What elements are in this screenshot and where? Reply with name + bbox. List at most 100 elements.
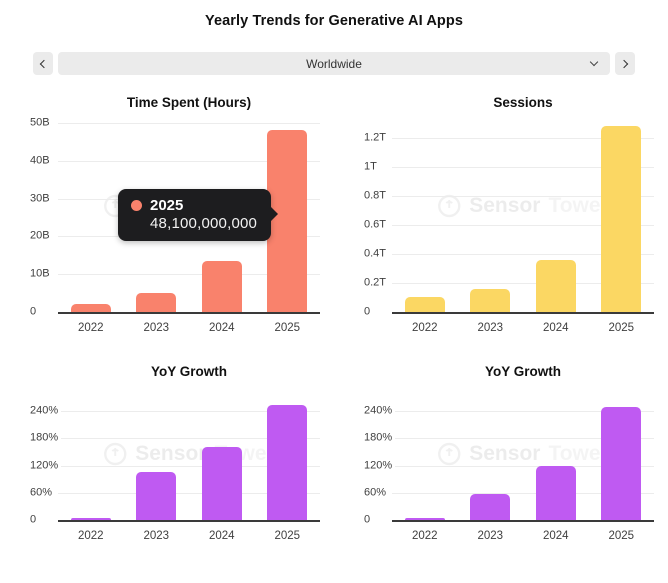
y-axis-label: 0 (30, 513, 40, 527)
y-axis-label: 20B (30, 229, 53, 243)
tooltip-category: 2025 (150, 197, 184, 214)
bar-2024[interactable] (201, 261, 242, 312)
sessions-plot: Sensor Tower 0 0.2T 0.4T 0.6T 0.8T 1T 1.2T (364, 123, 654, 319)
page-title: Yearly Trends for Generative AI Apps (205, 13, 463, 29)
y-axis-label: 0 (364, 513, 374, 527)
time-spent-plot: Sensor Tower 2025 48,100,000,000 010B20B… (30, 116, 320, 319)
y-axis-label: 50B (30, 116, 53, 130)
bar-2024[interactable] (535, 466, 576, 520)
x-axis-label: 2023 (143, 530, 170, 542)
gridline (392, 195, 654, 197)
yoy-growth-plot: Sensor Tower 0 60% 120% 180% 240% (364, 402, 654, 527)
tooltip-arrow (270, 206, 279, 222)
charts-grid: Time Spent (Hours) Sensor Tower 2025 48,… (0, 95, 668, 544)
next-button[interactable] (615, 52, 635, 75)
y-axis-label: 240% (30, 404, 62, 418)
gridline (392, 224, 654, 226)
gridline (392, 465, 654, 467)
gridline (58, 160, 320, 162)
x-axis: 2022 2023 2024 2025 (58, 320, 320, 336)
bar-2023[interactable] (470, 289, 511, 312)
tooltip-series-dot (131, 200, 142, 211)
region-selector-value: Worldwide (306, 56, 362, 71)
bar-2022[interactable] (70, 304, 111, 312)
x-axis-label: 2022 (77, 322, 104, 334)
x-axis-label: 2025 (608, 322, 635, 334)
x-axis-label: 2024 (542, 322, 569, 334)
bar-2022[interactable] (404, 297, 445, 312)
x-axis: 2022 2023 2024 2025 (58, 528, 320, 544)
bar-2024[interactable] (201, 447, 242, 520)
gridline (58, 411, 320, 413)
y-axis-label: 180% (364, 431, 396, 445)
y-axis-label: 0 (30, 305, 40, 319)
bar-2025[interactable] (267, 405, 308, 520)
y-axis-label: 240% (364, 404, 396, 418)
x-axis-label: 2022 (411, 530, 438, 542)
y-axis-label: 0 (364, 305, 374, 319)
x-axis: 2022 2023 2024 2025 (392, 320, 654, 336)
gridline (58, 438, 320, 440)
y-axis-label: 10B (30, 267, 53, 281)
gridline (392, 137, 654, 139)
chart-title: YoY Growth (150, 364, 227, 379)
x-axis-label: 2023 (143, 322, 170, 334)
gridline (392, 411, 654, 413)
y-axis-label: 1.2T (364, 131, 390, 145)
gridline (58, 492, 320, 494)
bar-2022[interactable] (70, 518, 111, 520)
gridline (392, 282, 654, 284)
y-axis-label: 60% (30, 486, 56, 500)
bar-2023[interactable] (136, 293, 177, 312)
y-axis-label: 0.6T (364, 218, 390, 232)
sensor-tower-logo-icon (104, 442, 127, 466)
time-spent-yoy-growth-chart: YoY Growth Sensor Tower 0 60% 120% 180% 240%… (0, 364, 334, 544)
time-spent-chart: Time Spent (Hours) Sensor Tower 2025 48,… (0, 95, 334, 336)
y-axis-label: 120% (30, 459, 62, 473)
x-axis-label: 2022 (77, 530, 104, 542)
x-axis-label: 2023 (477, 322, 504, 334)
sessions-chart: Sessions Sensor Tower 0 0.2T 0.4T 0.6T 0.8T 1… (334, 95, 668, 336)
bar-2024[interactable] (535, 260, 576, 312)
chart-title: Time Spent (Hours) (126, 95, 252, 110)
chart-title: Sessions (493, 95, 553, 110)
prev-button[interactable] (33, 52, 53, 75)
gridline (392, 492, 654, 494)
y-axis-label: 30B (30, 192, 53, 206)
chevron-down-icon (589, 57, 599, 67)
chevron-right-icon (619, 59, 629, 68)
tooltip: 2025 48,100,000,000 (118, 189, 279, 241)
y-axis-label: 0.8T (364, 189, 390, 203)
bar-2025[interactable] (601, 407, 642, 520)
gridline (58, 274, 320, 276)
sessions-yoy-growth-chart: YoY Growth Sensor Tower 0 60% 120% 180% 240%… (334, 364, 668, 544)
sensor-tower-logo-icon (438, 442, 461, 466)
gridline (392, 253, 654, 255)
bar-2025[interactable] (601, 126, 642, 312)
region-selector[interactable]: Worldwide (58, 52, 610, 75)
bar-2022[interactable] (404, 518, 445, 520)
chevron-left-icon (39, 59, 49, 68)
x-axis-label: 2025 (274, 530, 301, 542)
y-axis-label: 0.4T (364, 247, 390, 261)
chart-title: YoY Growth (484, 364, 561, 379)
yoy-growth-plot: Sensor Tower 0 60% 120% 180% 240% (30, 402, 320, 527)
x-axis-label: 2024 (208, 322, 235, 334)
x-axis-label: 2022 (411, 322, 438, 334)
gridline (392, 166, 654, 168)
sensor-tower-watermark: Sensor Tower (437, 442, 609, 466)
y-axis-label: 60% (364, 486, 390, 500)
sensor-tower-watermark: Sensor Tower (103, 442, 275, 466)
y-axis-label: 40B (30, 154, 53, 168)
tooltip-value: 48,100,000,000 (150, 215, 258, 232)
sensor-tower-logo-icon (438, 194, 461, 218)
y-axis-label: 1T (364, 160, 380, 174)
gridline (58, 465, 320, 467)
gridline (58, 123, 320, 124)
bar-2023[interactable] (470, 494, 511, 520)
bar-2023[interactable] (136, 472, 177, 520)
x-axis: 2022 2023 2024 2025 (392, 528, 654, 544)
x-axis-label: 2025 (274, 322, 301, 334)
region-nav: Worldwide (33, 52, 635, 75)
y-axis-label: 120% (364, 459, 396, 473)
